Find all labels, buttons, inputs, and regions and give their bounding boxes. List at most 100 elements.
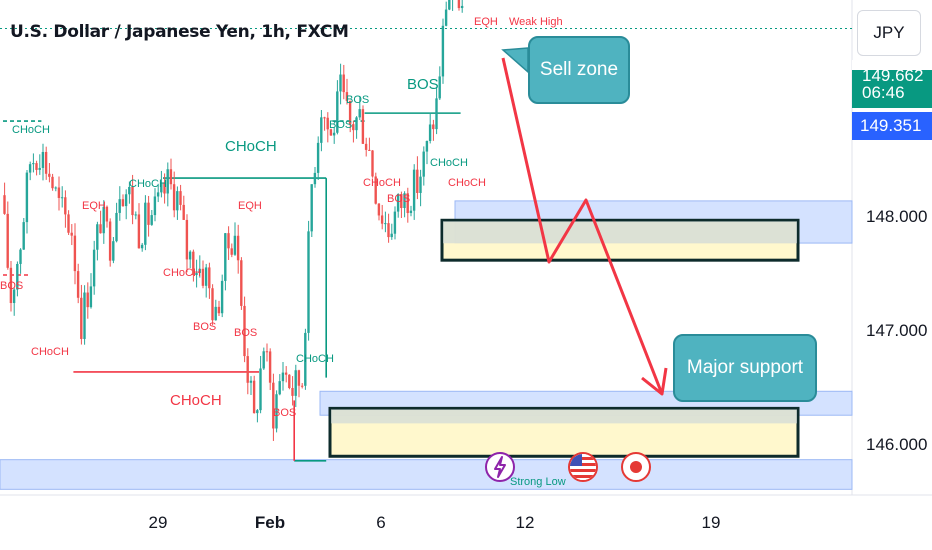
- projection-path: [501, 57, 664, 395]
- candle-body: [54, 187, 57, 189]
- structure-annotation: BOS: [193, 321, 216, 333]
- candle-body: [256, 410, 259, 414]
- candle-body: [240, 260, 243, 306]
- candle-body: [38, 167, 41, 170]
- us-flag-icon[interactable]: [568, 452, 598, 482]
- candle-body: [272, 382, 275, 429]
- candle-body: [284, 372, 288, 375]
- candle-body: [35, 163, 38, 170]
- candle-body: [217, 306, 221, 314]
- candle-body: [179, 191, 182, 205]
- y-tick-label: 147.000: [866, 321, 928, 340]
- x-tick-label: 6: [376, 513, 386, 532]
- candle-body: [76, 271, 80, 298]
- bottom-band: [0, 459, 853, 490]
- chart-title: U.S. Dollar / Japanese Yen, 1h, FXCM: [10, 22, 349, 42]
- strong-low-label: Strong Low: [510, 476, 566, 488]
- structure-annotation: CHoCH: [448, 177, 486, 189]
- candle-body: [403, 193, 406, 209]
- candle-body: [390, 233, 393, 238]
- candle-body: [108, 221, 112, 261]
- candle-body: [201, 268, 205, 286]
- candle-body: [192, 251, 195, 276]
- candle-body: [115, 212, 118, 242]
- candle-body: [412, 169, 416, 211]
- candle-body: [233, 235, 237, 255]
- current-price-label: 149.662: [862, 66, 924, 85]
- eqh-top-label: EQH: [474, 16, 498, 28]
- candle-body: [243, 305, 246, 357]
- candle-body: [51, 176, 54, 189]
- candle-body: [336, 91, 339, 133]
- structure-annotation: CHoCH: [31, 346, 69, 358]
- candle-body: [176, 191, 179, 211]
- candle-body: [185, 219, 189, 260]
- candle-body: [137, 214, 141, 249]
- sell-zone-callout[interactable]: Sell zone: [528, 36, 630, 104]
- candle-body: [57, 187, 61, 198]
- candle-body: [268, 351, 272, 383]
- candle-body: [444, 9, 448, 26]
- candle-body: [195, 272, 198, 276]
- candle-body: [409, 210, 413, 214]
- currency-button[interactable]: JPY: [857, 10, 921, 56]
- candle-body: [92, 249, 96, 287]
- candle-body: [352, 124, 355, 131]
- candle-body: [140, 244, 144, 249]
- candle-body: [73, 235, 77, 272]
- structure-annotation: BOS: [234, 327, 257, 339]
- candle-body: [278, 381, 281, 395]
- candle-body: [307, 231, 310, 333]
- candle-body: [419, 176, 422, 193]
- candle-body: [288, 374, 291, 389]
- candle-body: [329, 129, 333, 136]
- structure-annotation: BOS: [407, 76, 439, 93]
- candle-body: [64, 197, 67, 215]
- x-tick-label: 12: [515, 513, 535, 532]
- candle-body: [230, 248, 233, 255]
- candle-body: [134, 214, 137, 216]
- candle-body: [448, 0, 451, 10]
- candle-body: [169, 169, 173, 185]
- candle-body: [345, 92, 349, 101]
- candle-body: [28, 164, 32, 173]
- candle-body: [368, 149, 371, 151]
- candle-body: [182, 204, 185, 220]
- structure-annotation: CHoCH: [163, 267, 201, 279]
- candle-body: [435, 98, 438, 130]
- candle-body: [387, 223, 390, 238]
- candle-body: [252, 380, 256, 414]
- candle-body: [41, 151, 45, 168]
- candle-body: [118, 199, 121, 213]
- bar-countdown: 06:46: [862, 83, 905, 102]
- candle-body: [259, 368, 262, 411]
- candle-body: [153, 196, 157, 216]
- candle-body: [102, 206, 105, 234]
- candle-body: [220, 280, 224, 314]
- candle-body: [361, 109, 365, 144]
- structure-annotation: EQH: [82, 200, 106, 212]
- structure-annotation: CHoCH: [170, 392, 222, 409]
- candle-body: [246, 356, 249, 383]
- candle-body: [211, 288, 214, 321]
- major-support-callout[interactable]: Major support: [673, 334, 817, 402]
- structure-annotation: CHoCH: [12, 124, 50, 136]
- candle-body: [96, 224, 99, 250]
- candle-body: [105, 206, 109, 222]
- candle-body: [320, 117, 323, 143]
- price-tag-mask: [852, 60, 932, 70]
- candle-body: [147, 202, 150, 225]
- candle-body: [70, 232, 73, 236]
- candle-body: [112, 241, 115, 261]
- candle-body: [422, 151, 425, 177]
- structure-annotation: CHoCH: [225, 138, 277, 155]
- structure-annotation: BOS: [387, 193, 410, 205]
- candle-body: [265, 351, 269, 353]
- candle-body: [67, 214, 70, 233]
- record-dot-icon[interactable]: [621, 452, 651, 482]
- lightning-icon[interactable]: [485, 452, 515, 482]
- candle-body: [275, 394, 278, 429]
- candle-body: [80, 297, 83, 339]
